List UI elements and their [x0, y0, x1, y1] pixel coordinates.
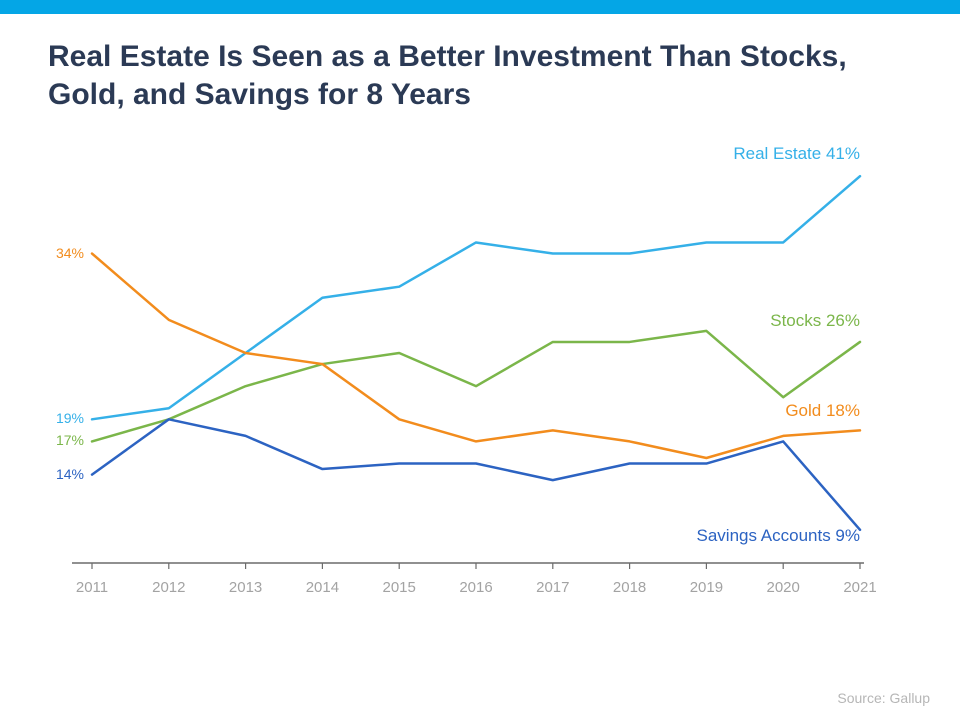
x-axis-label: 2015 [369, 579, 429, 596]
y-start-label: 14% [34, 466, 84, 482]
series-label-gold: Gold 18% [785, 401, 860, 421]
source-attribution: Source: Gallup [837, 690, 930, 706]
chart-title: Real Estate Is Seen as a Better Investme… [0, 14, 960, 123]
y-start-label: 19% [34, 410, 84, 426]
series-line-savings-accounts [92, 419, 860, 530]
x-axis-label: 2014 [292, 579, 352, 596]
x-axis-label: 2012 [139, 579, 199, 596]
x-axis-label: 2021 [830, 579, 890, 596]
series-label-savings-accounts: Savings Accounts 9% [697, 526, 860, 546]
line-chart [48, 133, 864, 593]
y-start-label: 34% [34, 245, 84, 261]
series-label-real-estate: Real Estate 41% [733, 144, 860, 164]
top-accent-bar [0, 0, 960, 14]
x-axis-label: 2013 [216, 579, 276, 596]
x-axis-label: 2018 [600, 579, 660, 596]
x-axis-label: 2019 [676, 579, 736, 596]
x-axis-label: 2011 [62, 579, 122, 596]
series-label-stocks: Stocks 26% [770, 311, 860, 331]
x-axis-label: 2017 [523, 579, 583, 596]
x-axis-label: 2016 [446, 579, 506, 596]
chart-container: 34%19%17%14%Real Estate 41%Stocks 26%Gol… [48, 133, 864, 633]
series-line-real-estate [92, 176, 860, 419]
x-axis-label: 2020 [753, 579, 813, 596]
y-start-label: 17% [34, 432, 84, 448]
series-line-stocks [92, 331, 860, 442]
